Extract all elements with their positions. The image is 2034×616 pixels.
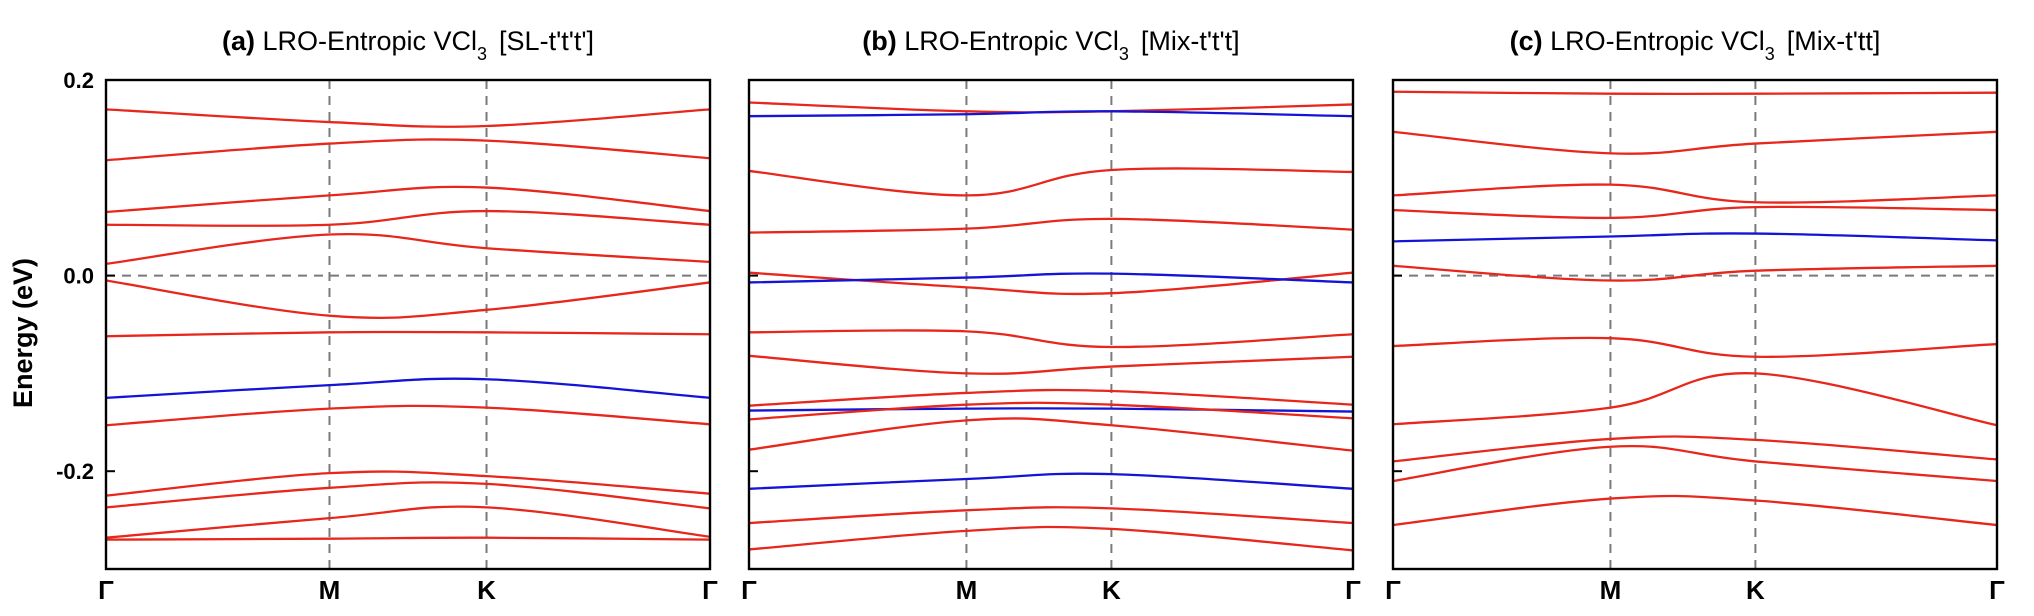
x-tick-label: Γ	[98, 575, 114, 605]
x-tick-label: M	[1600, 575, 1622, 605]
band-line	[749, 329, 1353, 349]
y-tick-label: -0.2	[56, 459, 94, 484]
band-line	[106, 209, 710, 227]
band-line	[1393, 90, 1997, 96]
band-line	[106, 138, 710, 162]
band-line	[749, 354, 1353, 375]
band-line	[749, 525, 1353, 552]
x-tick-label: K	[477, 575, 496, 605]
panel-a: (a) LRO-Entropic VCl3 [SL-t't't'] 0.2 0.0 -0…	[56, 26, 718, 605]
plot-frame	[104, 78, 712, 571]
x-tick-label: Γ	[1385, 575, 1401, 605]
x-tick-label: M	[319, 575, 341, 605]
band-line	[1393, 336, 1997, 358]
y-axis-label: Energy (eV)	[8, 258, 38, 408]
band-lines	[106, 108, 710, 541]
band-line	[1393, 445, 1997, 483]
panel-title: (c) LRO-Entropic VCl3 [Mix-t'tt]	[1510, 26, 1881, 64]
panel-b: (b) LRO-Entropic VCl3 [Mix-t't't] Γ M K Γ	[741, 26, 1361, 605]
x-tick-label: M	[956, 575, 978, 605]
panel-title-subscript: 3	[477, 44, 487, 64]
x-tick-label: Γ	[1989, 575, 2005, 605]
x-tick-label: K	[1746, 575, 1765, 605]
band-line-highlight	[106, 377, 710, 399]
band-line-highlight	[749, 272, 1353, 284]
plot-frame	[1391, 78, 1999, 571]
panel-tag: (c)	[1510, 26, 1543, 56]
panel-tag: (b)	[862, 26, 896, 56]
band-line	[106, 536, 710, 541]
band-line	[106, 232, 710, 266]
band-line	[106, 108, 710, 128]
band-line	[749, 417, 1353, 452]
band-line	[106, 185, 710, 214]
band-line	[749, 506, 1353, 525]
band-line-highlight	[749, 472, 1353, 490]
panel-tag: (a)	[222, 26, 255, 56]
band-line	[106, 330, 710, 338]
band-line	[749, 388, 1353, 407]
band-line	[1393, 264, 1997, 282]
band-line	[106, 481, 710, 510]
band-line	[749, 271, 1353, 296]
band-line-highlight	[749, 407, 1353, 413]
x-tick-label: Γ	[1345, 575, 1361, 605]
x-tick-label: Γ	[702, 575, 718, 605]
band-line	[749, 217, 1353, 234]
panel-title: (b) LRO-Entropic VCl3 [Mix-t't't]	[862, 26, 1239, 64]
band-lines	[1393, 90, 1997, 527]
band-lines	[749, 101, 1353, 552]
band-line	[1393, 372, 1997, 427]
panel-title: (a) LRO-Entropic VCl3 [SL-t't't']	[222, 26, 594, 64]
x-tick-label: Γ	[741, 575, 757, 605]
band-line	[106, 404, 710, 427]
panel-title-main: LRO-Entropic VCl	[897, 26, 1119, 56]
panel-title-main: LRO-Entropic VCl	[1543, 26, 1765, 56]
band-line	[1393, 494, 1997, 527]
panel-c: (c) LRO-Entropic VCl3 [Mix-t'tt] Γ M K Γ	[1385, 26, 2005, 605]
band-line	[749, 401, 1353, 421]
band-line	[106, 279, 710, 320]
panel-title-suffix: [Mix-t't't]	[1141, 26, 1240, 56]
plot-frame	[747, 78, 1355, 571]
band-line	[1393, 130, 1997, 155]
panel-title-suffix: [Mix-t'tt]	[1787, 26, 1881, 56]
panels-container: (a) LRO-Entropic VCl3 [SL-t't't']0.20.0-0…	[56, 26, 2005, 605]
band-line	[749, 167, 1353, 197]
panel-title-main: LRO-Entropic VCl	[255, 26, 477, 56]
y-tick-label: 0.2	[63, 68, 94, 93]
band-line	[1393, 205, 1997, 220]
band-line	[1393, 183, 1997, 204]
band-line	[106, 470, 710, 497]
y-tick-label: 0.0	[63, 264, 94, 289]
band-line	[1393, 435, 1997, 463]
band-line-highlight	[1393, 232, 1997, 243]
panel-title-subscript: 3	[1765, 44, 1775, 64]
panel-title-suffix: [SL-t't't']	[499, 26, 594, 56]
band-line-highlight	[749, 110, 1353, 118]
band-line	[106, 505, 710, 539]
x-tick-label: K	[1102, 575, 1121, 605]
panel-title-subscript: 3	[1119, 44, 1129, 64]
